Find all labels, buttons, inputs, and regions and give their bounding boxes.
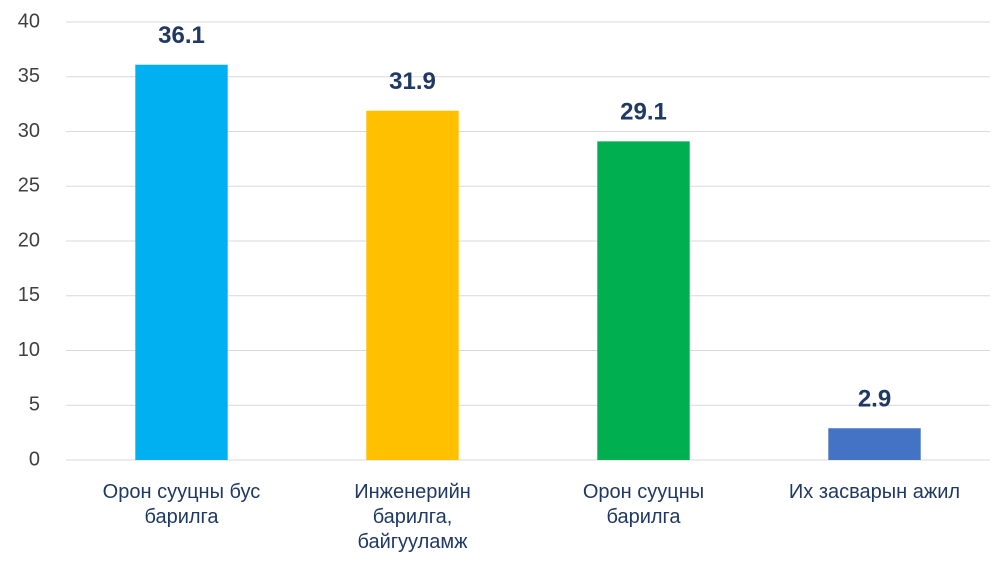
y-tick-label: 0: [29, 448, 40, 470]
y-tick-label: 35: [18, 65, 40, 87]
y-tick-label: 30: [18, 120, 40, 142]
x-tick-label: Их засварын ажил: [788, 481, 961, 503]
x-tick-label: Орон сууцны бус барилга: [102, 481, 261, 528]
bar: [597, 141, 690, 461]
x-tick-label: Инженерийн барилга, байгууламж: [354, 481, 471, 553]
value-label: 29.1: [620, 99, 667, 126]
bar: [828, 428, 921, 460]
value-label: 2.9: [858, 386, 891, 413]
y-tick-label: 5: [29, 394, 40, 416]
y-tick-label: 15: [18, 284, 40, 306]
bar: [366, 110, 459, 460]
y-tick-label: 25: [18, 175, 40, 197]
value-label: 36.1: [158, 22, 205, 49]
y-tick-label: 20: [18, 229, 40, 251]
y-tick-label: 10: [18, 339, 40, 361]
x-tick-label: Орон сууцны барилга: [582, 481, 705, 528]
y-tick-label: 40: [18, 10, 40, 32]
value-label: 31.9: [389, 68, 436, 95]
bar: [135, 64, 228, 460]
